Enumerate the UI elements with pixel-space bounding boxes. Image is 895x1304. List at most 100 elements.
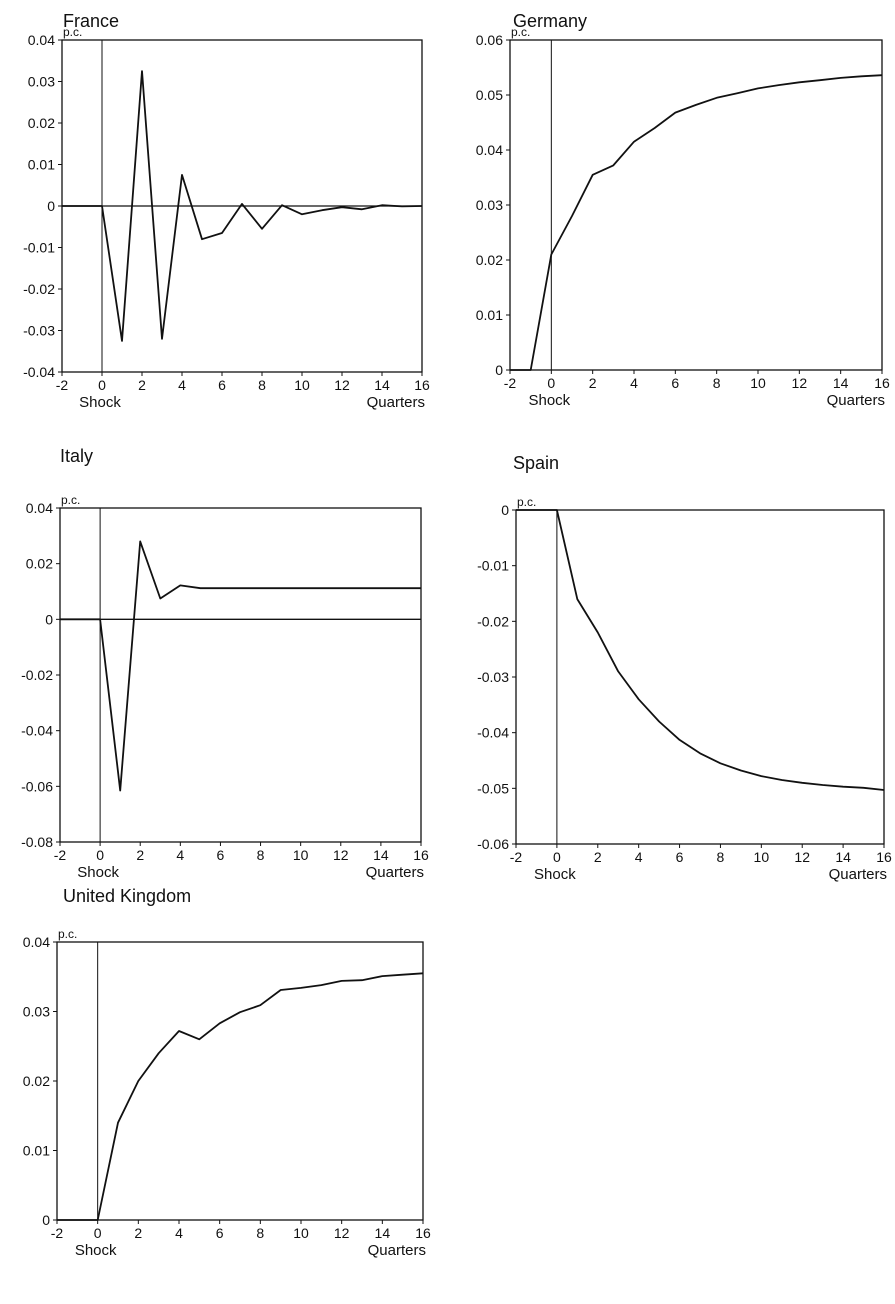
y-tick-label: -0.04 — [23, 364, 55, 380]
chart-title: France — [63, 11, 119, 31]
y-tick-label: 0.02 — [476, 252, 503, 268]
x-tick-label: 4 — [635, 849, 643, 865]
y-unit-label: p.c. — [63, 25, 82, 39]
shock-label: Shock — [75, 1242, 117, 1259]
plot-frame — [515, 509, 885, 845]
x-tick-label: 4 — [175, 1225, 183, 1241]
x-tick-label: 2 — [589, 375, 597, 391]
y-tick-label: -0.06 — [21, 778, 53, 794]
y-tick-label: -0.03 — [23, 323, 55, 339]
x-tick-label: 0 — [96, 847, 104, 863]
x-tick-label: 2 — [138, 377, 146, 393]
y-tick-label: -0.04 — [21, 723, 53, 739]
x-tick-label: 16 — [414, 377, 430, 393]
chart-title: United Kingdom — [63, 886, 191, 906]
series-line — [62, 70, 423, 342]
y-tick-label: -0.03 — [477, 669, 509, 685]
chart-title: Germany — [513, 11, 587, 31]
x-axis-label: Quarters — [367, 394, 425, 411]
x-tick-label: 4 — [176, 847, 184, 863]
x-tick-label: -2 — [510, 849, 523, 865]
y-tick-label: -0.06 — [477, 836, 509, 852]
y-tick-label: 0.04 — [476, 142, 503, 158]
shock-label: Shock — [534, 866, 576, 883]
shock-label: Shock — [77, 864, 119, 881]
y-unit-label: p.c. — [58, 927, 77, 941]
x-tick-label: 16 — [413, 847, 429, 863]
shock-label: Shock — [528, 392, 570, 409]
x-tick-label: -2 — [504, 375, 517, 391]
y-tick-label: 0.04 — [26, 500, 53, 516]
x-tick-label: 6 — [671, 375, 679, 391]
x-tick-label: 14 — [374, 377, 390, 393]
x-tick-label: 16 — [415, 1225, 431, 1241]
y-unit-label: p.c. — [61, 493, 80, 507]
x-tick-label: 16 — [874, 375, 890, 391]
chart-spain: Spain p.c. 0 -0.01 -0.02 -0.03 -0.04 -0.05 -0.06… — [477, 453, 892, 883]
y-tick-label: 0 — [501, 502, 509, 518]
x-tick-label: 10 — [750, 375, 766, 391]
y-tick-label: 0 — [495, 362, 503, 378]
x-tick-label: 14 — [835, 849, 851, 865]
x-tick-label: 6 — [216, 1225, 224, 1241]
y-tick-label: 0.01 — [476, 307, 503, 323]
y-tick-label: -0.01 — [23, 240, 55, 256]
x-tick-label: 0 — [98, 377, 106, 393]
x-tick-label: 10 — [294, 377, 310, 393]
y-tick-label: 0.03 — [23, 1004, 50, 1020]
y-unit-label: p.c. — [517, 495, 536, 509]
y-tick-label: 0 — [45, 611, 53, 627]
x-tick-label: 4 — [630, 375, 638, 391]
x-tick-label: 0 — [94, 1225, 102, 1241]
x-tick-label: 10 — [293, 1225, 309, 1241]
x-tick-label: 10 — [754, 849, 770, 865]
y-tick-label: 0.02 — [26, 556, 53, 572]
y-tick-label: 0 — [47, 198, 55, 214]
x-tick-label: 12 — [794, 849, 810, 865]
x-tick-label: -2 — [56, 377, 69, 393]
series-line — [516, 509, 885, 791]
x-tick-label: 14 — [373, 847, 389, 863]
x-axis-label: Quarters — [827, 392, 885, 409]
chart-italy: Italy p.c. 0.04 0.02 0 -0.02 -0.04 -0.06 -0.08-2… — [21, 446, 429, 881]
y-tick-label: 0.02 — [28, 115, 55, 131]
x-tick-label: 6 — [218, 377, 226, 393]
y-tick-label: 0.01 — [28, 157, 55, 173]
x-tick-label: 16 — [876, 849, 892, 865]
x-tick-label: 8 — [257, 847, 265, 863]
x-axis-label: Quarters — [829, 866, 887, 883]
y-tick-label: 0.01 — [23, 1143, 50, 1159]
x-tick-label: 4 — [178, 377, 186, 393]
y-tick-label: -0.02 — [21, 667, 53, 683]
y-tick-label: 0.06 — [476, 32, 503, 48]
y-tick-label: 0.03 — [476, 197, 503, 213]
shock-label: Shock — [79, 394, 121, 411]
x-tick-label: 8 — [258, 377, 266, 393]
x-tick-label: 6 — [676, 849, 684, 865]
y-tick-label: -0.05 — [477, 780, 509, 796]
y-tick-label: -0.04 — [477, 725, 509, 741]
x-axis-label: Quarters — [366, 864, 424, 881]
x-tick-label: 12 — [792, 375, 808, 391]
x-tick-label: 12 — [334, 377, 350, 393]
plot-frame — [59, 507, 422, 843]
plot-frame — [509, 39, 883, 371]
y-tick-label: -0.02 — [23, 281, 55, 297]
y-unit-label: p.c. — [511, 25, 530, 39]
chart-title: Spain — [513, 453, 559, 473]
y-tick-label: 0.04 — [23, 934, 50, 950]
y-tick-label: -0.02 — [477, 613, 509, 629]
x-tick-label: 2 — [136, 847, 144, 863]
plot-frame — [56, 941, 424, 1221]
x-tick-label: -2 — [54, 847, 67, 863]
series-line — [60, 540, 421, 792]
y-tick-label: 0 — [42, 1212, 50, 1228]
y-tick-label: -0.01 — [477, 558, 509, 574]
x-tick-label: 0 — [547, 375, 555, 391]
x-tick-label: 12 — [333, 847, 349, 863]
y-tick-label: -0.08 — [21, 834, 53, 850]
x-tick-label: 6 — [217, 847, 225, 863]
